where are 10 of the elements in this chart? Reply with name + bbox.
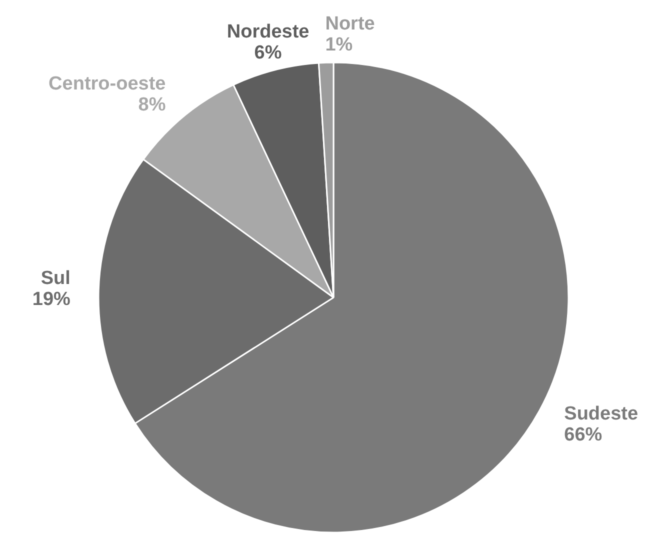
data-label: 66% [564, 424, 602, 446]
data-label: 1% [325, 34, 353, 56]
data-label: 6% [254, 42, 282, 64]
data-label: 19% [32, 289, 71, 310]
slice-label: Centro-oeste [48, 74, 166, 95]
slice-label: Norte [325, 13, 375, 34]
slice-label: Sudeste [564, 403, 638, 424]
data-label: 8% [138, 94, 166, 116]
slice-label: Sul [40, 268, 70, 290]
slice-label: Nordeste [226, 22, 310, 43]
